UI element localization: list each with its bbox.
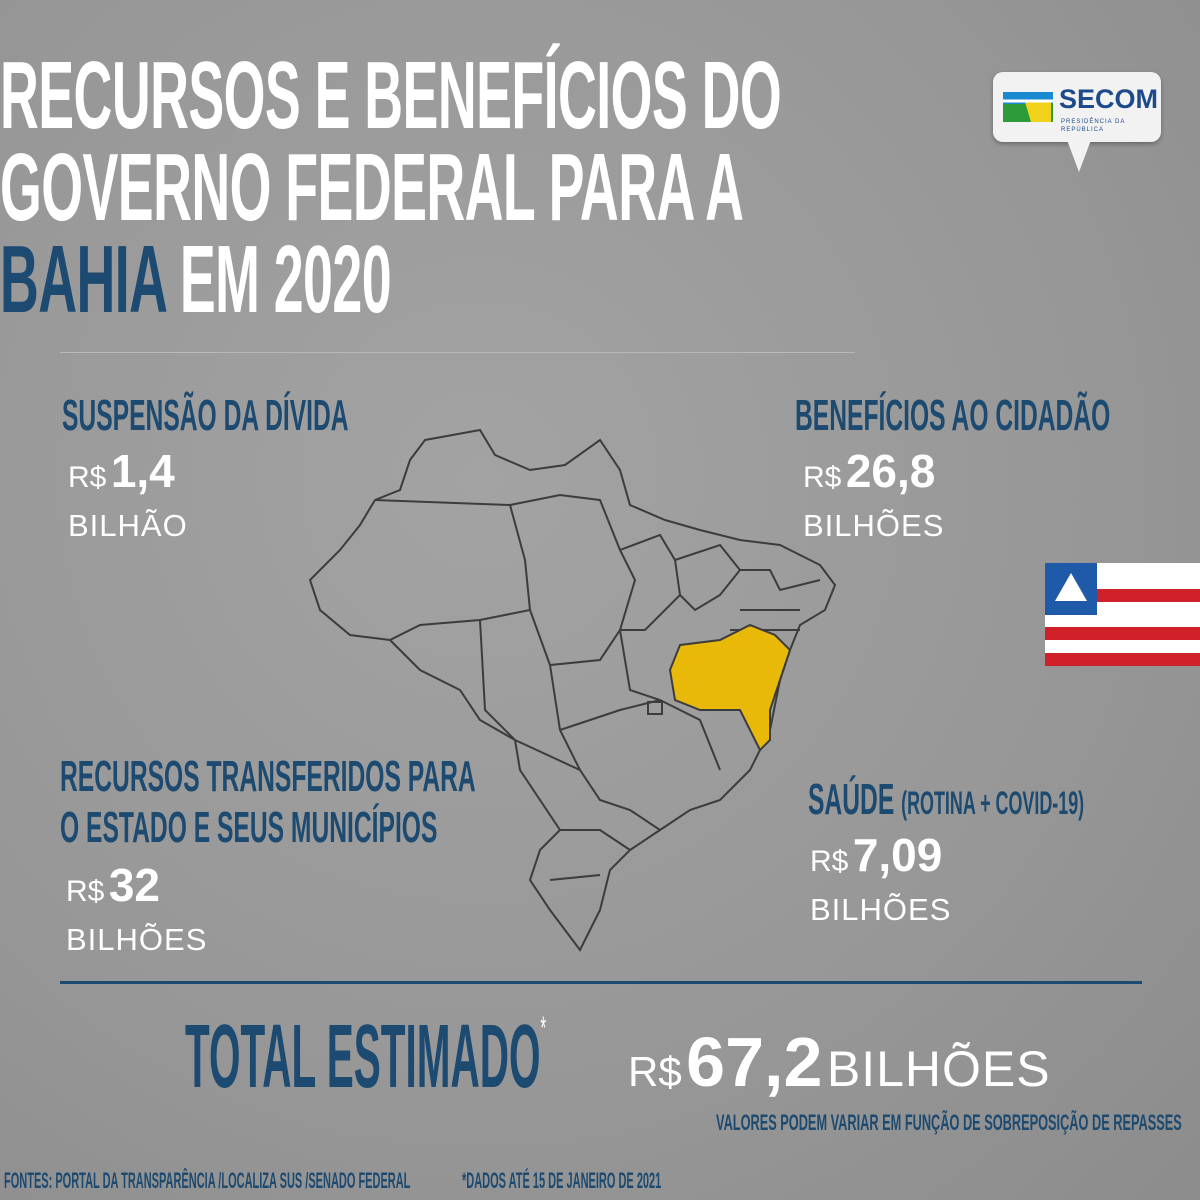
value: 67,2: [686, 1023, 823, 1101]
currency: R$: [68, 461, 107, 494]
title-line-2: GOVERNO FEDERAL PARA A: [0, 134, 744, 241]
unit: BILHÃO: [68, 508, 188, 543]
secom-subtitle: PRESIDÊNCIA DA REPÚBLICA: [1061, 119, 1126, 133]
saude-amount: R$ 7,09 BILHÕES: [810, 830, 951, 928]
currency: R$: [803, 461, 842, 494]
value: 7,09: [852, 829, 943, 881]
saude-note: (ROTINA + COVID-19): [901, 785, 1085, 821]
brazil-map: [308, 428, 837, 952]
unit: BILHÕES: [810, 892, 952, 927]
bahia-flag: [1045, 563, 1200, 666]
top-divider: [60, 352, 855, 353]
bottom-divider: [60, 981, 1142, 984]
secom-logo: SECOM PRESIDÊNCIA DA REPÚBLICA: [993, 72, 1161, 172]
title-state: BAHIA: [0, 226, 166, 333]
beneficios-amount: R$ 26,8 BILHÕES: [803, 446, 944, 544]
value: 32: [108, 859, 160, 911]
divida-heading: SUSPENSÃO DA DÍVIDA: [62, 391, 349, 440]
currency: R$: [628, 1048, 682, 1095]
recursos-amount: R$ 32 BILHÕES: [66, 860, 207, 958]
total-label: TOTAL ESTIMADO*: [185, 1012, 546, 1102]
saude-heading: SAÚDE (ROTINA + COVID-19): [808, 778, 1084, 825]
saude-title: SAÚDE: [808, 775, 895, 824]
recursos-heading-line-2: O ESTADO E SEUS MUNICÍPIOS: [60, 803, 438, 852]
title-year: EM 2020: [165, 226, 392, 333]
secom-name: SECOM: [1059, 84, 1159, 114]
currency: R$: [66, 875, 105, 908]
footer-sources: FONTES: PORTAL DA TRANSPARÊNCIA /LOCALIZ…: [4, 1168, 411, 1193]
footer-date-note: *DADOS ATÉ 15 DE JANEIRO DE 2021: [462, 1168, 662, 1193]
secom-emblem-icon: [1003, 92, 1053, 122]
beneficios-heading: BENEFÍCIOS AO CIDADÃO: [795, 391, 1111, 440]
bahia-highlight: [668, 623, 792, 752]
total-amount: R$ 67,2 BILHÕES: [628, 1026, 1051, 1118]
currency: R$: [810, 845, 849, 878]
value: 1,4: [110, 445, 175, 497]
total-asterisk: *: [540, 1010, 547, 1046]
value: 26,8: [845, 445, 936, 497]
total-label-text: TOTAL ESTIMADO: [185, 1007, 541, 1107]
total-note: VALORES PODEM VARIAR EM FUNÇÃO DE SOBREP…: [716, 1110, 1182, 1135]
unit: BILHÕES: [826, 1041, 1051, 1097]
divida-amount: R$ 1,4 BILHÃO: [68, 446, 188, 544]
unit: BILHÕES: [803, 508, 945, 543]
title-line-1: RECURSOS E BENEFÍCIOS DO: [0, 42, 782, 149]
title-line-3: BAHIA EM 2020: [0, 232, 392, 328]
recursos-heading-line-1: RECURSOS TRANSFERIDOS PARA: [60, 752, 476, 801]
unit: BILHÕES: [66, 922, 208, 957]
